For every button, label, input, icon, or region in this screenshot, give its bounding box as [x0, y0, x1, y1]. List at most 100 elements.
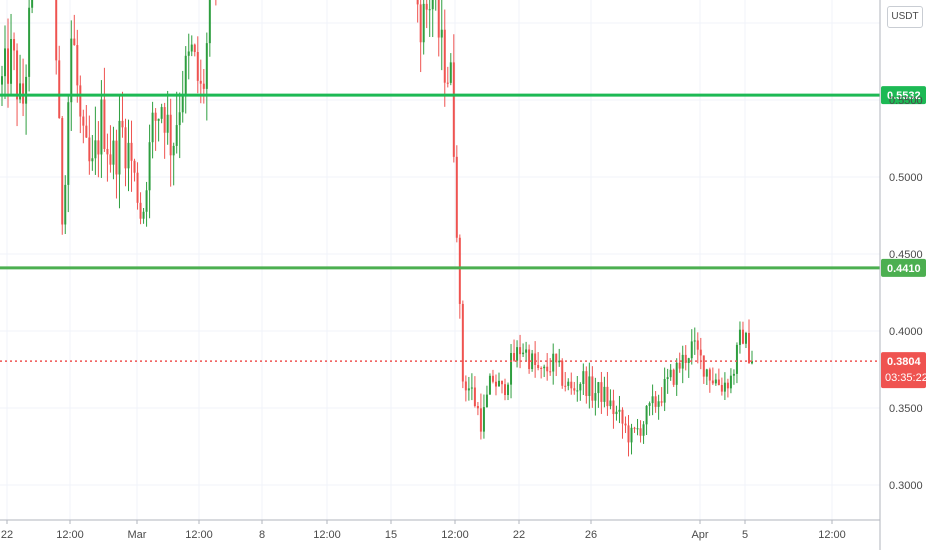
candle-body [744, 332, 747, 344]
candle-body [109, 154, 112, 165]
candle-body [181, 95, 184, 113]
candle-body [106, 148, 109, 155]
candle-body [7, 48, 10, 84]
candle-body [443, 29, 446, 83]
candle-body [699, 349, 702, 356]
candle-body [525, 349, 528, 353]
time-axis[interactable]: 22 12:00 Mar 12:00 8 12:00 15 12:00 22 26 Apr 5 12:0… [0, 519, 880, 541]
candle-body [714, 379, 717, 384]
candle-body [723, 382, 726, 392]
support-levels: 0.5532 0.4410 0.3804 03:35:22 [0, 86, 928, 389]
currency-unit-label[interactable]: USDT [887, 6, 923, 28]
candle-body [142, 211, 145, 219]
candle-body [458, 237, 461, 304]
candle-body [705, 369, 708, 377]
candle-body [717, 379, 720, 386]
candle-body [501, 380, 503, 385]
candle-body [428, 9, 431, 11]
x-tick-label: 12:00 [185, 529, 213, 541]
candle-body [419, 4, 422, 43]
candle-body [747, 332, 750, 364]
candle-body [178, 112, 181, 126]
candle-body [16, 50, 19, 100]
candle-body [690, 341, 693, 359]
candle-body [702, 355, 705, 377]
candle-body [449, 62, 452, 83]
candle-body [510, 353, 513, 385]
candle-body [540, 367, 543, 369]
level-price-tag [881, 258, 926, 277]
candle-body [582, 371, 585, 385]
candle-body [606, 386, 609, 407]
candle-body [618, 409, 621, 412]
candle-body [184, 55, 187, 96]
candle-body [163, 107, 166, 133]
candle-body [751, 361, 753, 364]
candle-body [597, 382, 600, 394]
candle-body [672, 369, 675, 385]
candle-body [461, 303, 464, 382]
x-tick-label: 22 [513, 529, 525, 541]
candle-body [678, 362, 681, 369]
candle-body [118, 120, 121, 175]
candle-body [666, 377, 669, 379]
candle-body [127, 142, 130, 169]
x-tick-label: Mar [128, 529, 147, 541]
candle-body [82, 116, 85, 126]
candle-body [564, 385, 567, 387]
candle-body [537, 364, 540, 368]
candle-body [479, 408, 482, 432]
candle-body [446, 82, 449, 84]
candle-body [735, 344, 738, 374]
candle-body [467, 388, 470, 391]
candle-body [473, 387, 476, 407]
candle-body [726, 382, 729, 389]
candle-body [121, 120, 124, 128]
candle-body [624, 423, 627, 426]
candle-body [573, 388, 576, 391]
candle-body [651, 396, 654, 404]
candlestick-series [1, 0, 753, 457]
candle-body [528, 349, 531, 370]
candle-body [97, 140, 100, 155]
candle-body [148, 142, 151, 191]
candle-body [422, 3, 425, 43]
candle-body [139, 202, 142, 219]
candle-body [630, 427, 633, 443]
candle-body [136, 172, 139, 203]
candle-body [648, 403, 651, 406]
candle-body [88, 137, 91, 162]
x-tick-label: 22 [1, 529, 13, 541]
candle-body [732, 373, 735, 376]
candle-body [76, 45, 79, 86]
candle-body [491, 375, 494, 382]
candle-body [476, 406, 479, 409]
candle-body [28, 7, 31, 77]
candle-body [519, 347, 522, 355]
candle-body [555, 353, 558, 363]
candle-body [708, 369, 711, 381]
candle-body [130, 142, 133, 161]
price-axis[interactable]: 0.90000.85000.80000.75000.70000.65000.60… [879, 0, 923, 550]
last-price-label: 0.3804 [887, 356, 922, 368]
x-tick-label: 15 [385, 529, 397, 541]
level-price-label: 0.5532 [887, 90, 921, 102]
candle-body [534, 353, 537, 365]
candle-body [416, 0, 419, 5]
candle-body [633, 427, 636, 429]
candle-body [609, 400, 612, 407]
candle-body [154, 112, 157, 121]
candle-body [482, 407, 485, 432]
candle-body [64, 184, 67, 225]
candle-body [175, 125, 178, 146]
candle-body [588, 376, 591, 396]
candle-body [645, 405, 648, 425]
candle-body [642, 424, 645, 436]
candle-body [711, 380, 714, 384]
x-tick-label: 12:00 [441, 529, 469, 541]
y-tick-label: 0.3500 [889, 403, 923, 415]
candle-body [25, 76, 28, 104]
candle-body [67, 102, 70, 185]
candle-body [133, 160, 136, 173]
